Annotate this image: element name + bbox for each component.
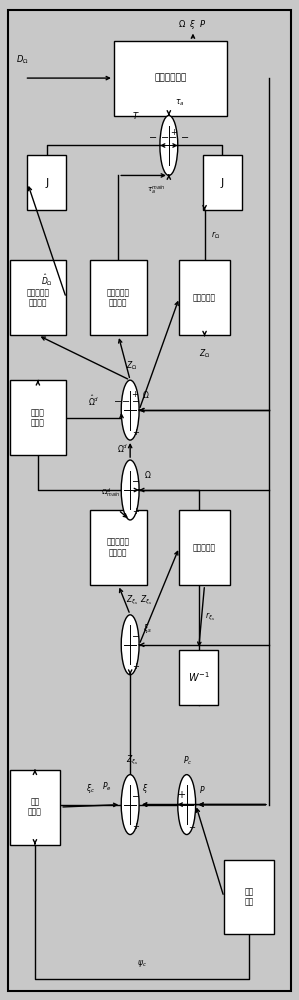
Text: $+$: $+$ [132,661,140,671]
Circle shape [178,775,196,835]
Text: 位置
控制器: 位置 控制器 [28,797,42,817]
Text: $\xi_c$: $\xi_c$ [86,782,95,795]
Bar [90,260,147,335]
Circle shape [160,116,178,175]
Text: $+$: $+$ [177,789,186,800]
Bar [203,155,242,210]
Bar [10,260,66,335]
Text: $\psi_c$: $\psi_c$ [137,958,147,969]
Text: $\xi_s$: $\xi_s$ [143,622,152,635]
Text: $Z_{\xi_s}$: $Z_{\xi_s}$ [141,594,153,607]
Text: $-$: $-$ [180,130,189,140]
Text: $\Omega^d$: $\Omega^d$ [117,443,128,455]
Text: $\Omega\ \ \xi\ \ P$: $\Omega\ \ \xi\ \ P$ [179,18,208,31]
Text: $P$: $P$ [199,784,205,795]
Text: J: J [45,178,48,188]
Text: $P_e$: $P_e$ [102,780,111,793]
Text: $+$: $+$ [132,821,140,831]
Text: $+$: $+$ [132,506,140,516]
Bar [10,380,66,455]
Bar [114,41,227,116]
Text: $-$: $-$ [168,130,177,140]
Text: $W^{-1}$: $W^{-1}$ [188,670,210,684]
Text: $-$: $-$ [113,395,122,405]
Text: $-$: $-$ [148,130,157,140]
Text: $-$: $-$ [130,790,140,800]
Text: $+$: $+$ [131,389,139,399]
Text: $r_{\xi_s}$: $r_{\xi_s}$ [205,611,215,623]
Text: $Z_{\xi_s}$: $Z_{\xi_s}$ [126,753,138,767]
Text: $+$: $+$ [170,127,179,137]
Text: $r_\Omega$: $r_\Omega$ [210,230,219,241]
Text: $-$: $-$ [130,630,140,640]
Text: $Z_\Omega$: $Z_\Omega$ [126,360,137,372]
Text: $\xi$: $\xi$ [142,782,148,795]
Bar [28,155,66,210]
Text: $\hat{D}_\Omega$: $\hat{D}_\Omega$ [41,272,53,288]
Text: $-$: $-$ [130,475,140,485]
Bar [179,510,230,585]
Text: $\Omega$: $\Omega$ [144,469,151,480]
Text: 鲁棒控制器: 鲁棒控制器 [193,293,216,302]
Bar [10,770,60,845]
Circle shape [121,615,139,675]
Text: $\tau_a$: $\tau_a$ [175,97,184,108]
Bar [179,260,230,335]
Text: J: J [221,178,224,188]
Text: $\tau_a^{main}$: $\tau_a^{main}$ [147,183,166,197]
Text: $\Omega$: $\Omega$ [142,389,150,400]
Bar [90,510,147,585]
Text: 非线性
微分器: 非线性 微分器 [31,408,45,427]
Text: $+$: $+$ [132,427,140,437]
Text: $\Omega_{main}^d$: $\Omega_{main}^d$ [101,487,120,500]
Circle shape [121,460,139,520]
Bar [179,650,218,705]
Circle shape [121,380,139,440]
Text: $T$: $T$ [132,110,140,121]
Text: $-$: $-$ [121,395,130,405]
Text: $\hat{\Omega}^d$: $\hat{\Omega}^d$ [88,393,99,408]
Text: $D_\Omega$: $D_\Omega$ [16,54,28,66]
Text: $Z_\Omega$: $Z_\Omega$ [199,347,210,360]
Text: 角速率回路
干扰估计: 角速率回路 干扰估计 [26,288,49,307]
Text: 轨迹
规划: 轨迹 规划 [245,887,254,907]
Text: $Z_{\xi_s}$: $Z_{\xi_s}$ [126,594,138,607]
Text: 角速率回路
主控制器: 角速率回路 主控制器 [107,288,130,307]
Text: 六旋翼飞行器: 六旋翼飞行器 [154,74,187,83]
Bar [224,859,274,934]
Text: $P_c$: $P_c$ [184,754,193,767]
Text: 姿态角回路
主控制器: 姿态角回路 主控制器 [107,538,130,557]
Circle shape [121,775,139,835]
Text: $-$: $-$ [188,821,196,830]
Text: 鲁棒控制器: 鲁棒控制器 [193,543,216,552]
Text: $-$: $-$ [130,395,140,405]
Text: $-$: $-$ [160,130,170,140]
